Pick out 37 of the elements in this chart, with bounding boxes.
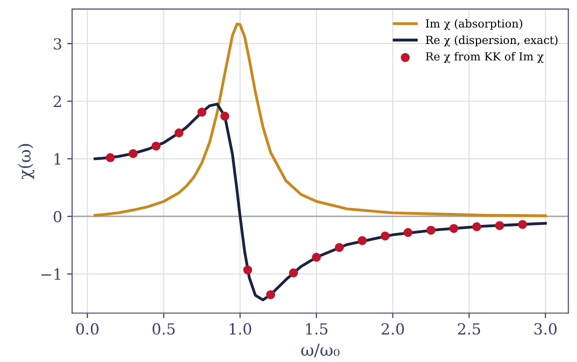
- y-axis-title: χ(ω): [18, 144, 34, 180]
- point: [266, 290, 276, 300]
- y-tick-label: 0: [54, 210, 62, 222]
- x-tick-label: 3.0: [534, 323, 557, 335]
- point: [289, 268, 298, 278]
- point: [334, 242, 344, 252]
- point: [495, 221, 504, 230]
- point: [220, 112, 230, 121]
- y-tick-label: 3: [54, 38, 62, 50]
- y-tick-label: −1: [42, 268, 60, 280]
- x-tick-label: 0.5: [152, 323, 175, 335]
- legend-label: Re χ from KK of Im χ: [426, 52, 544, 63]
- point: [426, 226, 436, 235]
- x-tick-label: 2.0: [382, 323, 404, 335]
- point: [106, 153, 115, 162]
- y-tick-label: 2: [54, 96, 61, 107]
- legend-label: Im χ (absorption): [426, 19, 522, 30]
- x-tick-label: 1.5: [306, 323, 328, 335]
- point: [380, 231, 390, 240]
- x-tick-label: 0.0: [76, 323, 99, 335]
- point: [358, 236, 367, 246]
- point: [449, 224, 458, 233]
- line-series: [94, 102, 547, 302]
- point: [404, 228, 413, 237]
- legend-label: Re χ (dispersion, exact): [426, 36, 558, 46]
- point: [518, 220, 528, 229]
- x-tick-label: 2.5: [458, 323, 480, 335]
- point: [197, 108, 206, 117]
- x-axis-title: ω/ω₀: [301, 344, 340, 358]
- point: [472, 222, 482, 232]
- point: [243, 265, 252, 274]
- point: [128, 149, 138, 158]
- point: [312, 252, 321, 262]
- x-tick-label: 1.0: [230, 323, 252, 335]
- y-tick-label: 1: [54, 153, 60, 165]
- point: [174, 128, 184, 138]
- point: [152, 142, 161, 151]
